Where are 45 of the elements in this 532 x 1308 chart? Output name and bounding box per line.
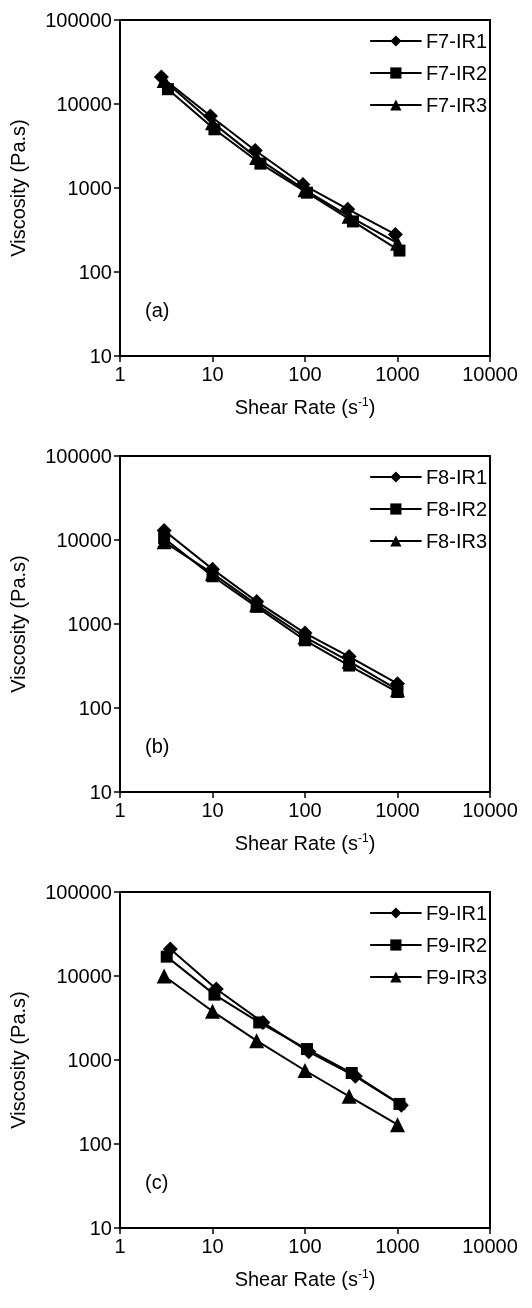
y-tick-label: 1000 bbox=[67, 177, 112, 199]
x-tick-label: 1000 bbox=[375, 799, 420, 821]
x-tick-label: 1 bbox=[114, 1235, 126, 1257]
y-axis-title: Viscosity (Pa.s) bbox=[7, 119, 29, 257]
y-tick-label: 1000 bbox=[67, 1049, 112, 1071]
y-tick-label: 10 bbox=[89, 781, 112, 803]
y-tick-label: 10000 bbox=[56, 93, 112, 115]
x-tick-label: 10 bbox=[201, 1235, 224, 1257]
annotation: (a) bbox=[145, 299, 170, 321]
y-tick-label: 100000 bbox=[45, 881, 112, 903]
x-tick-label: 1 bbox=[114, 363, 126, 385]
y-tick-label: 10 bbox=[89, 1217, 112, 1239]
x-tick-label: 1000 bbox=[375, 1235, 420, 1257]
legend-label: F7-IR3 bbox=[425, 94, 487, 116]
annotation: (c) bbox=[145, 1171, 169, 1193]
y-tick-label: 10000 bbox=[56, 529, 112, 551]
y-axis-title: Viscosity (Pa.s) bbox=[7, 555, 29, 693]
x-tick-label: 1000 bbox=[375, 363, 420, 385]
legend-label: F8-IR2 bbox=[425, 498, 487, 520]
x-tick-label: 10 bbox=[201, 363, 224, 385]
legend-label: F9-IR3 bbox=[425, 966, 487, 988]
y-tick-label: 10 bbox=[89, 345, 112, 367]
y-tick-label: 100 bbox=[78, 261, 112, 283]
annotation: (b) bbox=[145, 735, 170, 757]
x-tick-label: 100 bbox=[288, 1235, 322, 1257]
y-tick-label: 100 bbox=[78, 1133, 112, 1155]
legend-label: F7-IR2 bbox=[425, 62, 487, 84]
y-tick-label: 100000 bbox=[45, 445, 112, 467]
x-tick-label: 1 bbox=[114, 799, 126, 821]
y-tick-label: 100 bbox=[78, 697, 112, 719]
y-tick-label: 100000 bbox=[45, 9, 112, 31]
y-tick-label: 10000 bbox=[56, 965, 112, 987]
y-axis-title: Viscosity (Pa.s) bbox=[7, 991, 29, 1129]
legend-label: F9-IR2 bbox=[425, 934, 487, 956]
legend-label: F9-IR1 bbox=[425, 902, 487, 924]
x-tick-label: 100 bbox=[288, 799, 322, 821]
legend-label: F8-IR3 bbox=[425, 530, 487, 552]
legend-label: F7-IR1 bbox=[425, 30, 487, 52]
y-tick-label: 1000 bbox=[67, 613, 112, 635]
x-tick-label: 10000 bbox=[462, 363, 518, 385]
legend-label: F8-IR1 bbox=[425, 466, 487, 488]
x-tick-label: 100 bbox=[288, 363, 322, 385]
x-tick-label: 10000 bbox=[462, 1235, 518, 1257]
x-tick-label: 10 bbox=[201, 799, 224, 821]
x-tick-label: 10000 bbox=[462, 799, 518, 821]
